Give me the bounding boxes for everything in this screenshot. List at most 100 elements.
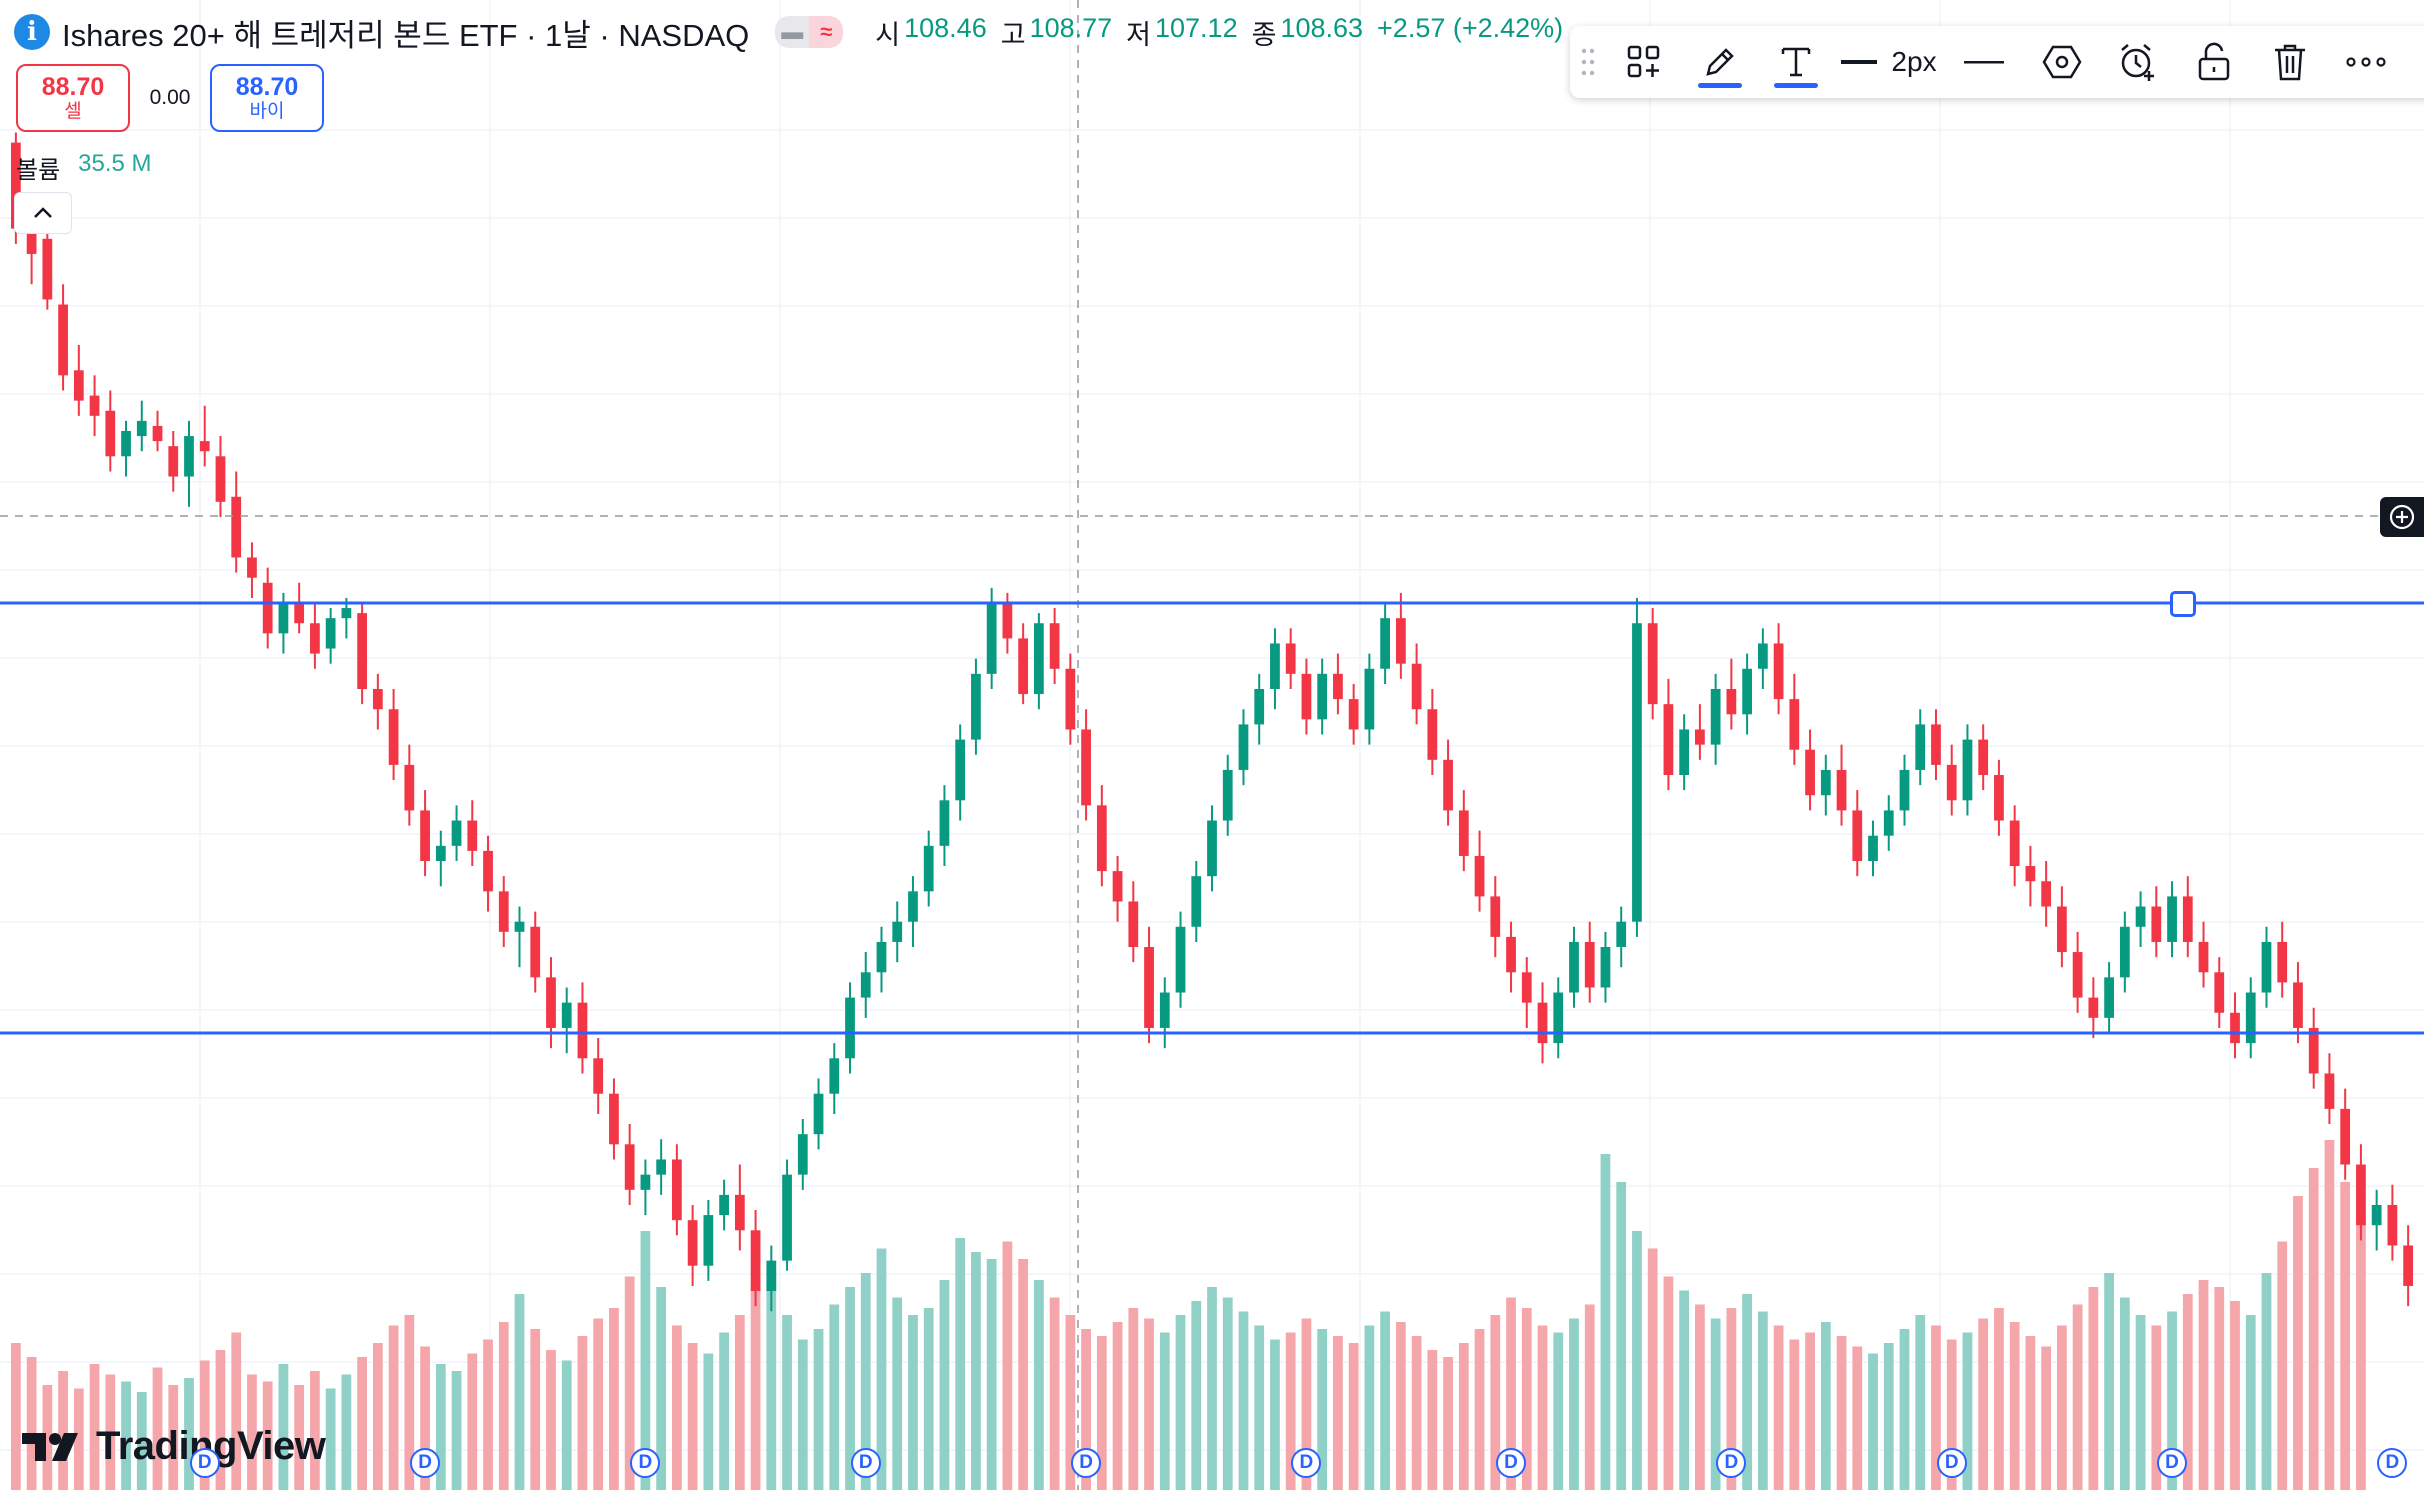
candle-body[interactable] <box>2135 906 2146 927</box>
candle-body[interactable] <box>2308 1027 2319 1074</box>
candle-body[interactable] <box>703 1215 714 1266</box>
dividend-marker[interactable]: D <box>630 1448 661 1478</box>
candle-body[interactable] <box>1222 769 1233 821</box>
candle-body[interactable] <box>1978 739 1989 775</box>
candle-body[interactable] <box>1427 709 1438 760</box>
candle-body[interactable] <box>845 997 855 1059</box>
candle-body[interactable] <box>750 1230 761 1291</box>
candle-body[interactable] <box>1663 704 1674 775</box>
candle-body[interactable] <box>2371 1205 2382 1226</box>
candle-body[interactable] <box>1695 729 1705 745</box>
candle-body[interactable] <box>1081 729 1091 806</box>
buy-button[interactable]: 88.70 바이 <box>210 64 324 132</box>
candle-body[interactable] <box>1333 673 1343 700</box>
candle-body[interactable] <box>451 820 462 846</box>
bar-style-icon[interactable]: ▬ <box>775 16 810 48</box>
candle-body[interactable] <box>1521 972 1532 1003</box>
dividend-marker[interactable]: D <box>410 1448 441 1478</box>
templates-icon[interactable] <box>1606 26 1682 98</box>
symbol-title[interactable]: Ishares 20+ 해 트레저리 본드 ETF · 1날 · NASDAQ <box>62 17 750 53</box>
candle-body[interactable] <box>294 603 305 624</box>
dividend-marker[interactable]: D <box>189 1448 220 1478</box>
candle-body[interactable] <box>1411 663 1422 710</box>
candle-body[interactable] <box>42 238 53 300</box>
candle-body[interactable] <box>640 1174 651 1190</box>
candle-body[interactable] <box>1820 769 1831 796</box>
candle-body[interactable] <box>1096 805 1107 872</box>
candle-body[interactable] <box>908 891 918 922</box>
candle-body[interactable] <box>420 810 430 861</box>
info-icon[interactable]: i <box>14 14 50 50</box>
candle-body[interactable] <box>860 972 871 998</box>
candle-body[interactable] <box>388 709 399 765</box>
candle-body[interactable] <box>498 891 509 932</box>
candle-body[interactable] <box>1458 810 1469 856</box>
candle-body[interactable] <box>136 420 147 437</box>
candle-body[interactable] <box>1380 618 1391 669</box>
candle-body[interactable] <box>1002 603 1013 639</box>
candle-body[interactable] <box>1789 699 1800 750</box>
line-drag-handle[interactable] <box>2170 591 2196 617</box>
candle-body[interactable] <box>687 1220 698 1266</box>
candle-body[interactable] <box>986 603 997 674</box>
candle-body[interactable] <box>734 1194 745 1231</box>
candle-body[interactable] <box>593 1058 604 1094</box>
candle-body[interactable] <box>1395 618 1406 664</box>
candle-body[interactable] <box>1317 673 1328 720</box>
candle-body[interactable] <box>719 1194 729 1216</box>
candle-body[interactable] <box>2340 1108 2351 1165</box>
candle-body[interactable] <box>341 608 352 619</box>
candle-body[interactable] <box>1191 876 1202 927</box>
candle-body[interactable] <box>1128 901 1139 947</box>
candle-body[interactable] <box>1773 643 1784 700</box>
candle-body[interactable] <box>2230 1012 2240 1044</box>
candle-body[interactable] <box>1852 810 1863 861</box>
dividend-marker[interactable]: D <box>2377 1448 2408 1478</box>
candle-body[interactable] <box>357 613 367 689</box>
candle-body[interactable] <box>89 395 100 416</box>
candle-body[interactable] <box>2387 1205 2398 1246</box>
candle-body[interactable] <box>514 921 525 932</box>
candle-body[interactable] <box>58 304 68 376</box>
compare-icon[interactable]: ≈ <box>809 16 844 48</box>
candle-body[interactable] <box>829 1058 840 1094</box>
tradingview-logo[interactable]: TradingView <box>22 1424 326 1469</box>
drag-handle-icon[interactable] <box>1570 26 1606 98</box>
candle-body[interactable] <box>372 689 383 710</box>
candle-body[interactable] <box>1018 638 1029 695</box>
candle-body[interactable] <box>813 1093 824 1135</box>
candle-body[interactable] <box>1254 689 1265 725</box>
candle-body[interactable] <box>1679 729 1690 775</box>
candle-body[interactable] <box>2293 982 2303 1028</box>
candle-body[interactable] <box>561 1002 572 1028</box>
candle-body[interactable] <box>215 456 226 502</box>
candle-body[interactable] <box>1270 643 1280 689</box>
candle-body[interactable] <box>325 618 336 649</box>
unlock-icon[interactable] <box>2176 26 2252 98</box>
candle-body[interactable] <box>2324 1073 2335 1109</box>
candle-body[interactable] <box>2151 906 2162 942</box>
candle-body[interactable] <box>199 441 210 452</box>
candle-body[interactable] <box>892 921 903 942</box>
candle-body[interactable] <box>2214 972 2225 1013</box>
dividend-marker[interactable]: D <box>1291 1448 1322 1478</box>
trash-icon[interactable] <box>2252 26 2328 98</box>
candle-body[interactable] <box>2072 952 2083 998</box>
sell-button[interactable]: 88.70 셀 <box>16 64 130 132</box>
dividend-marker[interactable]: D <box>850 1448 881 1478</box>
dividend-marker[interactable]: D <box>1071 1448 1102 1478</box>
candle-body[interactable] <box>184 436 194 477</box>
candle-body[interactable] <box>1065 668 1076 730</box>
line-width-button[interactable]: 2px <box>1834 26 1944 98</box>
candle-body[interactable] <box>1805 749 1815 796</box>
dividend-marker[interactable]: D <box>1496 1448 1527 1478</box>
candle-body[interactable] <box>876 941 887 973</box>
candle-body[interactable] <box>1569 941 1579 993</box>
candle-body[interactable] <box>1915 724 1926 770</box>
candle-body[interactable] <box>1710 689 1721 745</box>
candle-body[interactable] <box>404 764 415 811</box>
candle-body[interactable] <box>672 1159 682 1221</box>
candle-body[interactable] <box>530 926 541 978</box>
candle-body[interactable] <box>546 977 556 1028</box>
text-icon[interactable] <box>1758 26 1834 98</box>
